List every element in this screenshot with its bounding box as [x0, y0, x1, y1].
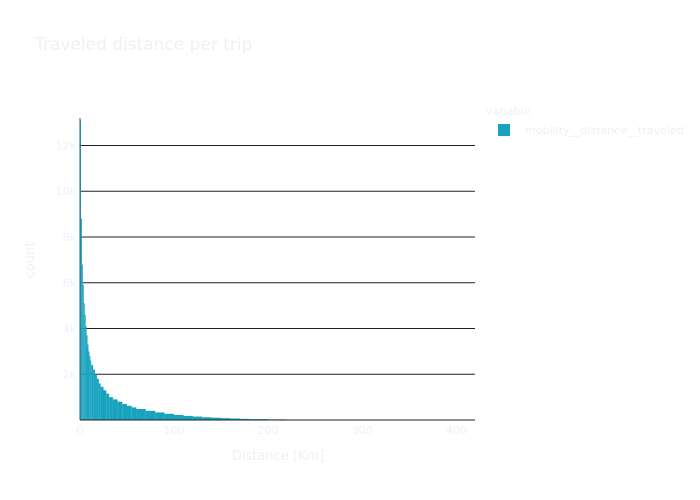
histogram-bar[interactable] — [117, 401, 123, 420]
histogram-bar[interactable] — [164, 413, 175, 420]
bars — [80, 120, 458, 421]
histogram-bar[interactable] — [112, 399, 118, 420]
legend-entry-label[interactable]: mobility__distance__traveled — [525, 124, 684, 137]
y-tick-label: 2k — [63, 368, 77, 381]
y-tick-label: 8k — [63, 231, 77, 244]
x-tick-label: 0 — [77, 424, 84, 437]
legend-title: variable — [486, 105, 531, 118]
histogram-bar[interactable] — [98, 383, 101, 420]
histogram-bar[interactable] — [136, 409, 146, 420]
histogram-bar[interactable] — [87, 344, 89, 421]
x-tick-label: 200 — [258, 424, 279, 437]
histogram-bar[interactable] — [93, 369, 96, 420]
histogram-bar[interactable] — [202, 417, 212, 420]
x-axis-title: Distance [Km] — [232, 449, 324, 464]
y-tick-label: 12k — [56, 139, 77, 152]
histogram-bar[interactable] — [106, 393, 110, 420]
histogram-bar[interactable] — [183, 415, 193, 420]
histogram-bar[interactable] — [122, 403, 128, 420]
x-tick-labels: 0 100 200 300 400 — [77, 424, 467, 437]
histogram-bar[interactable] — [192, 416, 203, 420]
x-tick-label: 300 — [352, 424, 373, 437]
histogram-bar[interactable] — [127, 405, 132, 420]
y-tick-label: 4k — [63, 322, 77, 335]
histogram-bar[interactable] — [145, 410, 156, 420]
x-tick-label: 400 — [446, 424, 467, 437]
histogram-bar[interactable] — [80, 218, 82, 420]
x-tick-label: 100 — [164, 424, 185, 437]
histogram-bar[interactable] — [83, 303, 85, 420]
histogram-bar[interactable] — [174, 414, 184, 420]
histogram-bar[interactable] — [81, 264, 83, 420]
histogram-bar[interactable] — [131, 407, 137, 420]
histogram-bar[interactable] — [84, 314, 86, 420]
histogram-bar[interactable] — [221, 418, 231, 420]
histogram-bar[interactable] — [239, 418, 250, 420]
histogram-bar[interactable] — [85, 326, 87, 420]
chart-title: Traveled distance per trip — [34, 35, 252, 55]
histogram-bar[interactable] — [82, 285, 84, 420]
histogram-bar[interactable] — [96, 378, 99, 420]
histogram-bar[interactable] — [90, 360, 92, 420]
y-tick-labels: 2k 4k 6k 8k 10k 12k — [56, 139, 77, 381]
histogram-bar[interactable] — [89, 355, 91, 420]
y-tick-label: 10k — [56, 185, 77, 198]
histogram-bar[interactable] — [155, 412, 165, 420]
histogram-bar[interactable] — [88, 351, 90, 420]
legend[interactable]: variable mobility__distance__traveled — [486, 105, 684, 137]
histogram-bar[interactable] — [109, 397, 113, 420]
legend-swatch[interactable] — [498, 124, 510, 136]
histogram-bar[interactable] — [86, 335, 88, 420]
histogram-bar[interactable] — [103, 390, 107, 420]
y-axis-title: count — [23, 242, 38, 279]
histogram-bar[interactable] — [230, 418, 240, 420]
gridlines — [80, 144, 475, 375]
y-tick-label: 6k — [63, 277, 77, 290]
histogram-bar[interactable] — [100, 386, 104, 420]
histogram-bar[interactable] — [95, 374, 97, 420]
histogram-bar[interactable] — [211, 417, 222, 420]
histogram-bar[interactable] — [91, 365, 94, 420]
